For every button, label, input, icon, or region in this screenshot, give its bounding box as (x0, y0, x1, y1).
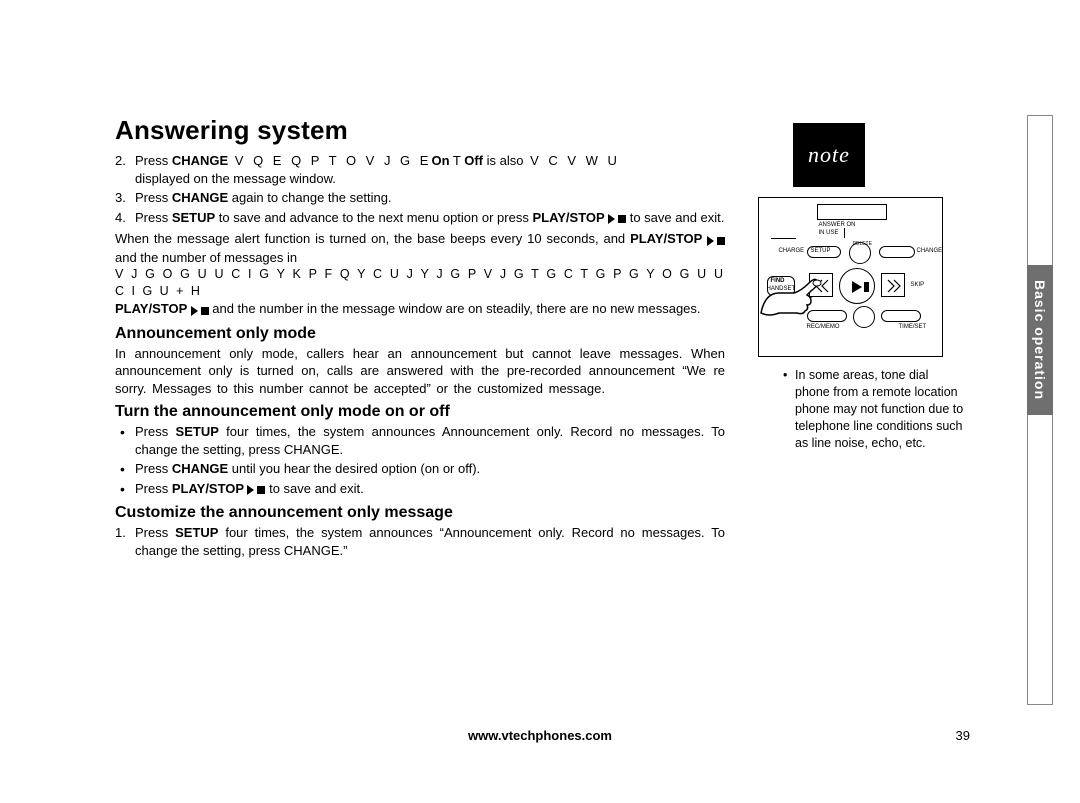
lbl-in-use: IN USE (819, 230, 839, 236)
lbl-charge: CHARGE (779, 248, 805, 254)
btn-time (881, 310, 921, 322)
page-content: Answering system Press CHANGE V Q E Q P … (115, 115, 965, 715)
off: Off (464, 153, 483, 168)
change-bold: CHANGE (172, 153, 228, 168)
t: until you hear the desired option (on or… (228, 461, 480, 476)
note-badge: note (793, 123, 865, 187)
t: also (496, 153, 523, 168)
t: Press (135, 525, 175, 540)
tab-border-bottom (1027, 415, 1053, 705)
heading-customize: Customize the announcement only message (115, 504, 725, 522)
play-stop-icon (247, 481, 265, 499)
t: V C V W U (523, 153, 619, 168)
lbl-answer-on: ANSWER ON (819, 222, 856, 228)
line (844, 228, 845, 238)
t: four times, the system announces Announc… (135, 424, 725, 457)
lbl-setup: SETUP (811, 248, 831, 254)
heading-turn: Turn the announcement only mode on or of… (115, 403, 725, 421)
page-number: 39 (956, 728, 970, 743)
line (771, 238, 796, 239)
side-column: note ANSWER ON IN USE CHARGE SETUP DELET… (735, 115, 965, 451)
heading-announcement: Announcement only mode (115, 325, 725, 343)
t: When the message alert function is turne… (115, 231, 630, 246)
turn-bullets: Press SETUP four times, the system annou… (115, 423, 725, 498)
t: to save and advance to the next menu opt… (215, 210, 532, 225)
lbl-time-set: TIME/SET (899, 324, 927, 330)
b: PLAY/STOP (115, 301, 191, 316)
t: Press (135, 190, 172, 205)
step-4: Press SETUP to save and advance to the n… (135, 209, 725, 228)
tab-border-top (1027, 115, 1053, 265)
t: four times, the system announces “Announ… (135, 525, 725, 558)
b: PLAY/STOP (630, 231, 707, 246)
device-diagram: ANSWER ON IN USE CHARGE SETUP DELETE CHA… (758, 197, 943, 357)
para-steady: PLAY/STOP and the number in the message … (115, 300, 725, 319)
section-tab: Basic operation (1027, 265, 1053, 415)
t: Press (135, 461, 172, 476)
b: PLAY/STOP (532, 210, 608, 225)
on: On (431, 153, 449, 168)
btn-vol (853, 306, 875, 328)
top-steps: Press CHANGE V Q E Q P T O V J G EOn T O… (115, 152, 725, 227)
lbl-skip: SKIP (911, 282, 925, 288)
b: SETUP (176, 424, 219, 439)
t: and the number of messages in (115, 250, 297, 265)
b: PLAY/STOP (172, 481, 248, 496)
main-column: Answering system Press CHANGE V Q E Q P … (115, 115, 725, 560)
bullet-2: Press CHANGE until you hear the desired … (135, 460, 725, 478)
note-text: In some areas, tone dial phone from a re… (735, 357, 965, 451)
t: to save and exit. (265, 481, 363, 496)
b: CHANGE (172, 461, 228, 476)
lbl-change: CHANGE (917, 248, 943, 254)
t: is (483, 153, 496, 168)
garble-line: V J G O G U U C I G Y K P F Q Y C U J Y … (115, 266, 725, 300)
play-stop-icon (608, 210, 626, 228)
t: Press (135, 153, 172, 168)
btn-play (839, 268, 875, 304)
t: again to change the setting. (228, 190, 391, 205)
t: Press (135, 424, 176, 439)
b: SETUP (175, 525, 218, 540)
announcement-body: In announcement only mode, callers hear … (115, 345, 725, 398)
page-title: Answering system (115, 115, 725, 146)
lbl-delete: DELETE (853, 242, 872, 247)
footer-url: www.vtechphones.com (115, 728, 965, 743)
play-stop-icon (191, 301, 209, 319)
customize-steps: Press SETUP four times, the system annou… (115, 524, 725, 559)
play-stop-icon (707, 231, 725, 249)
b: SETUP (172, 210, 215, 225)
btn-fwd (881, 273, 905, 297)
para-alert: When the message alert function is turne… (115, 230, 725, 266)
pointing-finger-icon (759, 273, 824, 318)
garble-inline: V Q E Q P T O V J G E (228, 153, 431, 168)
step2-line2: displayed on the message window. (135, 171, 336, 186)
t: T (450, 153, 465, 168)
btn-change (879, 246, 915, 258)
step-3: Press CHANGE again to change the setting… (135, 189, 725, 207)
b: CHANGE (172, 190, 228, 205)
step-2: Press CHANGE V Q E Q P T O V J G EOn T O… (135, 152, 725, 187)
t: and the number in the message window are… (209, 301, 701, 316)
cust-step-1: Press SETUP four times, the system annou… (135, 524, 725, 559)
device-display (817, 204, 887, 220)
lbl-rec-memo: REC/MEMO (807, 324, 840, 330)
t: Press (135, 210, 172, 225)
t: to save and exit. (626, 210, 724, 225)
bullet-3: Press PLAY/STOP to save and exit. (135, 480, 725, 499)
bullet-1: Press SETUP four times, the system annou… (135, 423, 725, 458)
t: Press (135, 481, 172, 496)
